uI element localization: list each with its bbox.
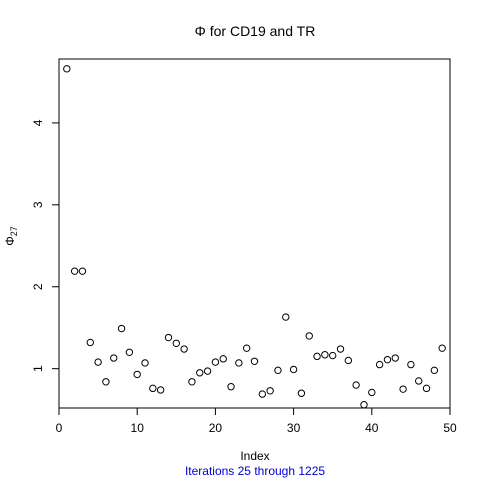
data-point [352,381,360,389]
y-tick-label: 2 [31,283,45,290]
data-point [297,389,306,397]
data-point [196,369,204,377]
x-tick-label: 40 [365,421,379,435]
data-point [305,332,313,340]
y-axis-label-main: Φ [3,236,17,246]
data-point [399,385,407,393]
data-point [360,401,368,409]
data-point [102,378,110,386]
y-axis-label: Φ27 [3,226,19,246]
data-point [141,359,149,367]
data-point [133,370,141,379]
data-point [156,386,165,394]
data-point [368,388,376,397]
data-point [422,384,431,393]
y-tick-label: 4 [31,119,45,126]
plot-frame [58,58,451,409]
data-point [266,387,274,395]
data-point [149,384,157,393]
data-point [383,355,392,364]
x-tick-label: 30 [287,421,301,435]
data-point [336,345,345,353]
data-point [321,351,329,359]
data-point [110,354,118,362]
data-point [180,345,188,353]
data-point [415,377,423,385]
data-points [63,65,446,409]
data-point [391,354,399,362]
data-point [86,338,94,347]
y-axis-label-sub: 27 [9,226,19,236]
data-point [407,360,415,369]
data-point [117,324,126,333]
data-point [227,382,235,391]
data-point [313,352,321,361]
data-point [125,348,134,356]
data-point [250,357,259,366]
data-point [438,344,446,352]
x-tick-label: 10 [131,421,145,435]
x-tick-label: 0 [56,421,63,435]
data-point [258,390,267,398]
data-point [375,360,384,369]
data-point [219,355,227,363]
chart-subtitle: Iterations 25 through 1225 [185,464,325,478]
data-point [235,359,243,367]
data-point [282,313,290,321]
chart-title: Φ for CD19 and TR [195,23,316,39]
data-point [63,65,71,73]
data-point [164,333,173,342]
data-point [430,366,439,375]
data-point [70,267,79,275]
data-point [289,365,298,374]
x-axis: 0 10 20 30 40 50 [56,407,457,435]
data-point [203,367,212,375]
y-tick-label: 1 [31,365,45,372]
data-point [211,358,220,366]
data-point [172,339,181,347]
data-point [329,351,337,360]
x-tick-label: 20 [209,421,223,435]
data-point [344,356,353,365]
y-axis: 1 2 3 4 [31,119,60,372]
data-point [78,267,87,275]
data-point [242,344,251,352]
data-point [274,366,282,375]
y-tick-label: 3 [31,201,45,208]
x-tick-label: 50 [443,421,457,435]
data-point [188,378,196,386]
data-point [94,358,102,366]
x-axis-label: Index [240,449,269,463]
